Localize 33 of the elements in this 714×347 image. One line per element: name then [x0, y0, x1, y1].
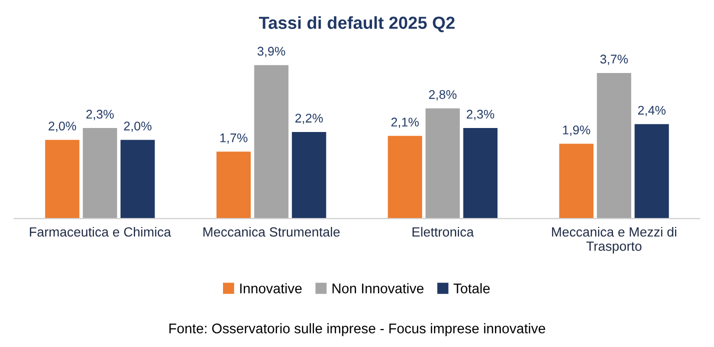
- data-label: 2,1%: [391, 118, 419, 128]
- legend-label: Totale: [454, 283, 490, 294]
- bar: [82, 128, 118, 219]
- bar: [216, 152, 251, 219]
- bar: [292, 132, 326, 219]
- data-label: 2,4%: [638, 106, 666, 116]
- x-tick-label: Farmaceutica e Chimica: [30, 226, 172, 237]
- legend-label: Innovative: [240, 283, 302, 294]
- bar: [634, 124, 669, 219]
- bar: [388, 136, 422, 219]
- data-label: 2,8%: [429, 90, 456, 100]
- source-note: Fonte: Osservatorio sulle imprese - Focus imprese innovative: [169, 323, 546, 336]
- data-label: 3,9%: [258, 46, 286, 58]
- data-label: 1,7%: [220, 133, 248, 144]
- data-label: 2,3%: [86, 110, 114, 120]
- data-label: 2,2%: [295, 114, 323, 124]
- bar: [45, 140, 80, 219]
- x-tick-label: Meccanica e Mezzi di Trasporto: [552, 226, 676, 254]
- data-label: 3,7%: [600, 54, 628, 66]
- bar: [120, 140, 155, 219]
- bar: [559, 144, 594, 219]
- chart-title: Tassi di default 2025 Q2: [258, 16, 455, 32]
- bar: [254, 65, 288, 219]
- x-tick-label: Elettronica: [412, 226, 474, 237]
- legend-label: Non Innovative: [332, 283, 424, 294]
- bar: [596, 72, 632, 219]
- bar: [426, 108, 460, 219]
- data-label: 2,0%: [48, 122, 76, 132]
- data-label: 2,0%: [124, 122, 152, 132]
- bar: [463, 128, 498, 219]
- data-label: 2,3%: [466, 110, 494, 120]
- x-tick-label: Meccanica Strumentale: [203, 226, 340, 237]
- data-label: 1,9%: [563, 126, 590, 136]
